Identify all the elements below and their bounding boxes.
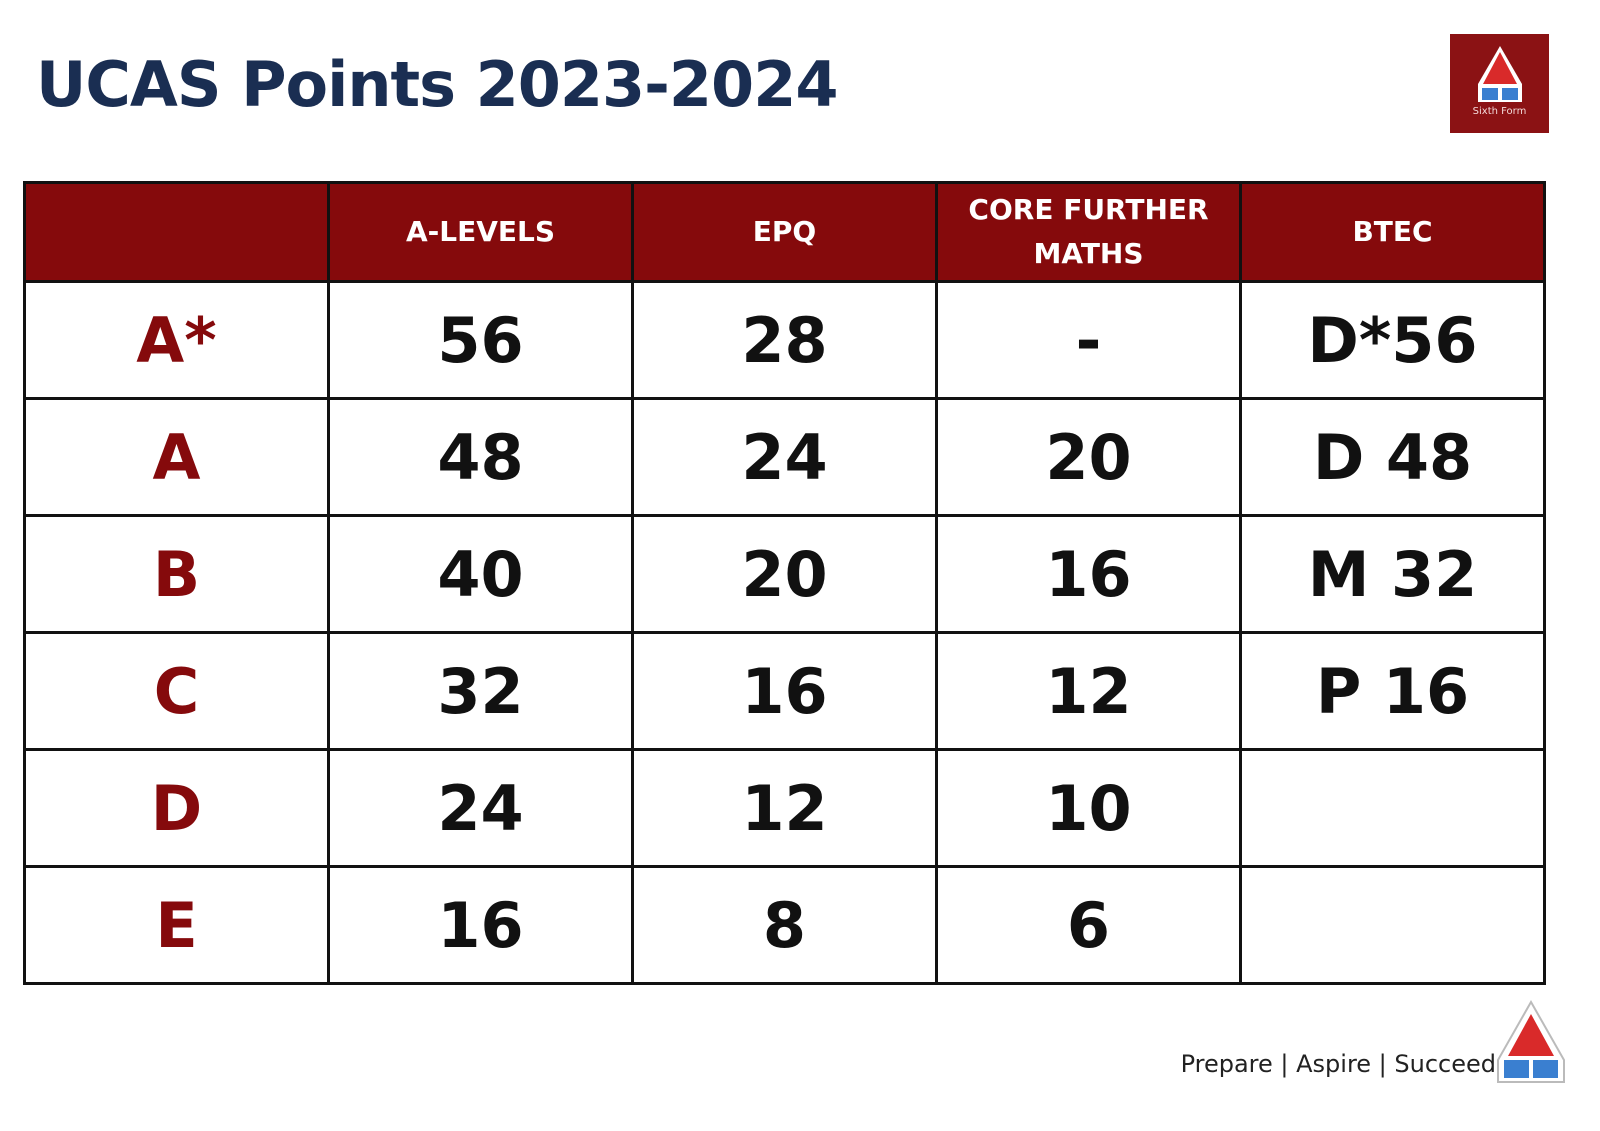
points-cell: D*56 — [1239, 280, 1546, 400]
points-cell: P 16 — [1239, 631, 1546, 751]
grade-cell: E — [23, 865, 330, 985]
points-table: A-LEVELS EPQ CORE FURTHER MATHS BTEC A* 56 28-… — [23, 181, 1546, 985]
points-cell: - — [935, 280, 1242, 400]
table-row: A 48 24 20 D 48 — [23, 397, 1546, 517]
points-cell: 48 — [327, 397, 634, 517]
points-cell: 10 — [935, 748, 1242, 868]
points-cell: M 32 — [1239, 514, 1546, 634]
table-row: A* 56 28- D*56 — [23, 280, 1546, 400]
points-cell: 12 — [631, 748, 938, 868]
points-cell: 28 — [631, 280, 938, 400]
points-cell: D 48 — [1239, 397, 1546, 517]
grade-cell: B — [23, 514, 330, 634]
points-cell: 8 — [631, 865, 938, 985]
footer-logo — [1497, 1000, 1565, 1083]
points-cell: 12 — [935, 631, 1242, 751]
grade-cell: D — [23, 748, 330, 868]
header-cell: BTEC — [1239, 181, 1546, 283]
points-cell — [1239, 865, 1546, 985]
grade-cell: C — [23, 631, 330, 751]
points-cell: 20 — [631, 514, 938, 634]
points-cell: 16 — [327, 865, 634, 985]
points-cell: 24 — [327, 748, 634, 868]
header-cell — [23, 181, 330, 283]
points-cell: 56 — [327, 280, 634, 400]
header-cell: A-LEVELS — [327, 181, 634, 283]
table-row: E 16 8 6 — [23, 865, 1546, 985]
title: UCAS Points 2023-2024 — [36, 48, 838, 121]
tagline: Prepare | Aspire | Succeed — [1180, 1050, 1496, 1078]
header-cell: EPQ — [631, 181, 938, 283]
points-cell: 32 — [327, 631, 634, 751]
header-cell: CORE FURTHER MATHS — [935, 181, 1242, 283]
points-cell: 20 — [935, 397, 1242, 517]
grade-cell: A* — [23, 280, 330, 400]
table-row: C 32 16 12 P 16 — [23, 631, 1546, 751]
points-cell: 6 — [935, 865, 1242, 985]
points-cell: 24 — [631, 397, 938, 517]
grade-cell: A — [23, 397, 330, 517]
table-row: D 24 12 10 — [23, 748, 1546, 868]
logo-text: Sixth Form — [1472, 106, 1527, 117]
points-cell: 16 — [935, 514, 1242, 634]
logo-emblem — [1478, 46, 1522, 102]
points-cell: 16 — [631, 631, 938, 751]
table-row: B 40 20 16 M 32 — [23, 514, 1546, 634]
header-row: A-LEVELS EPQ CORE FURTHER MATHS BTEC — [23, 181, 1546, 283]
logo: Sixth Form — [1450, 34, 1549, 133]
points-cell — [1239, 748, 1546, 868]
points-cell: 40 — [327, 514, 634, 634]
